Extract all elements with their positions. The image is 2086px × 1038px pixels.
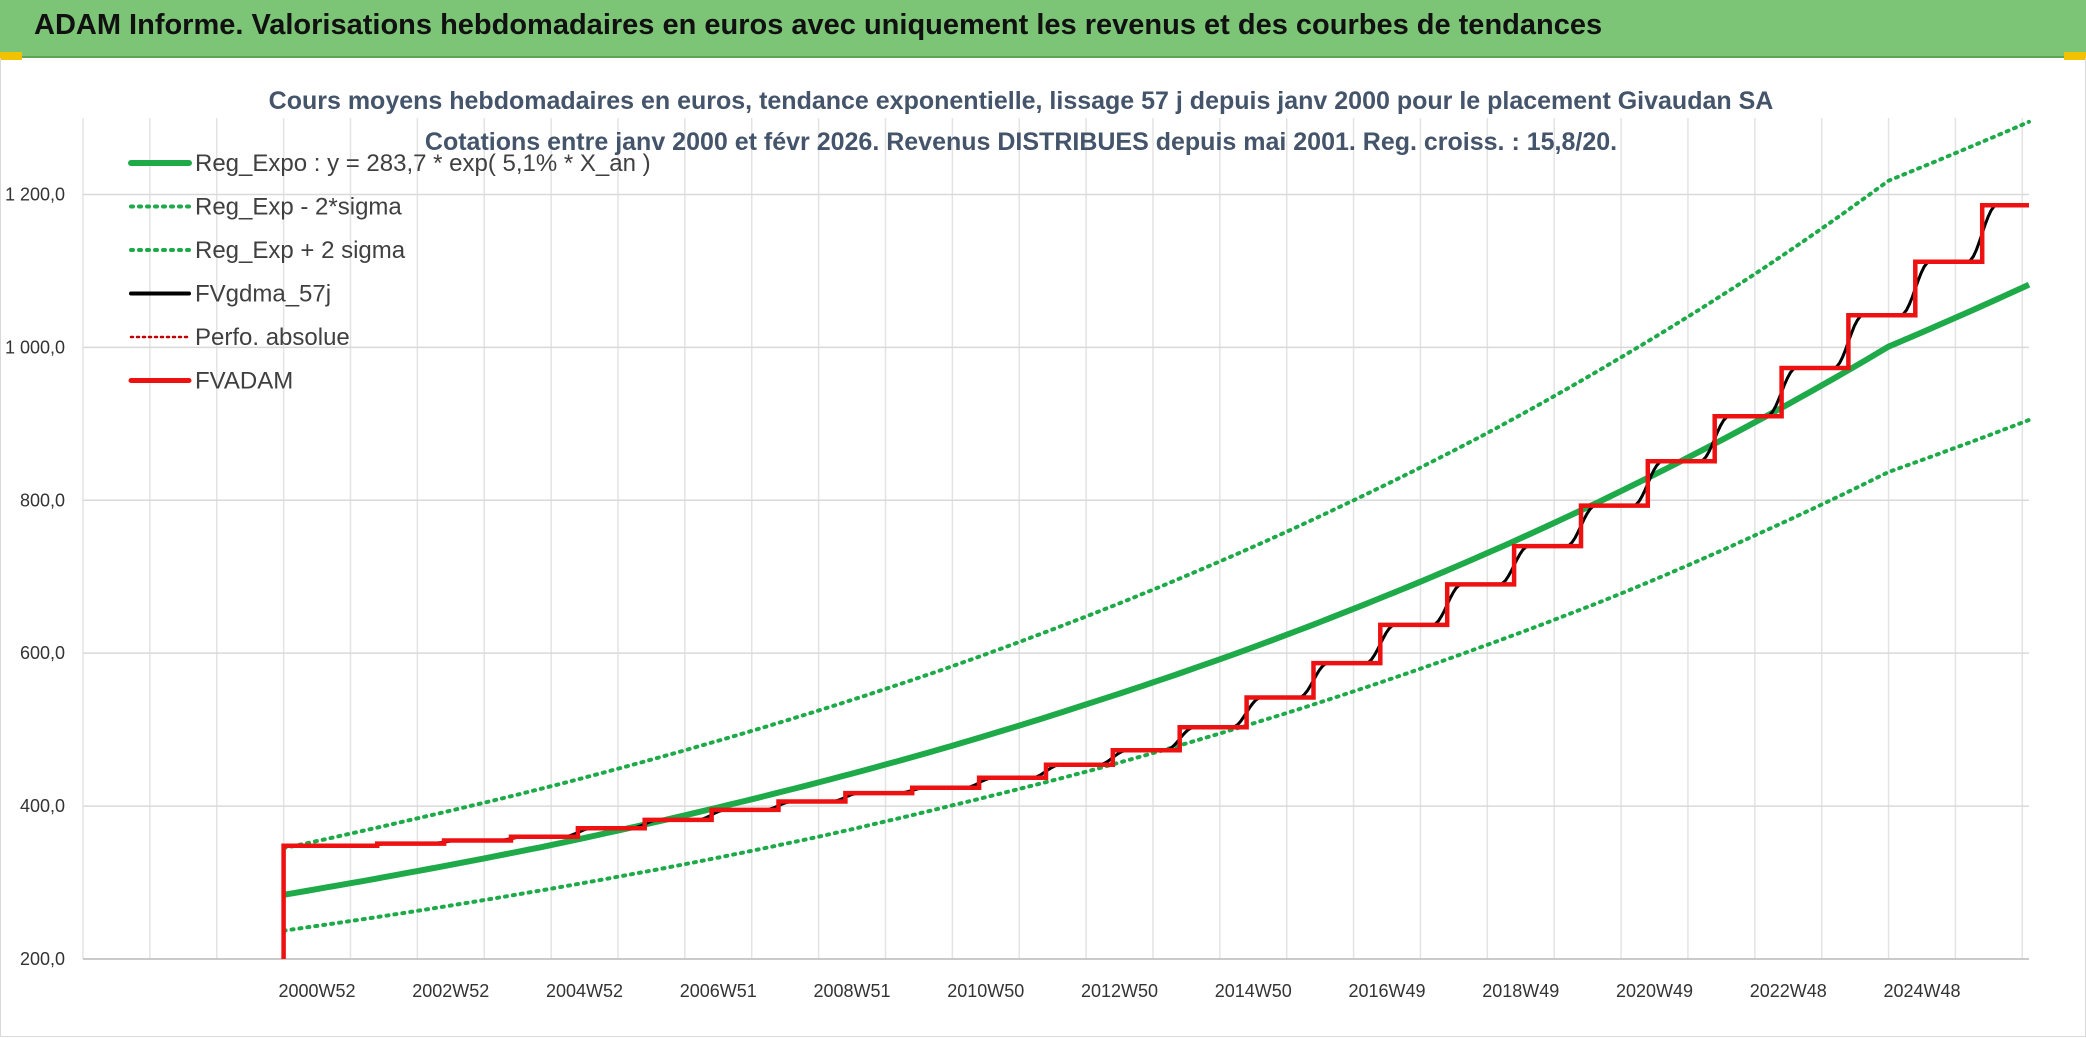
y-tick-label: 1 200,0 [5, 184, 65, 204]
corner-marker-left [0, 52, 22, 60]
legend-label-perfo: Perfo. absolue [195, 324, 350, 351]
y-tick-label: 400,0 [20, 796, 65, 816]
x-tick-label: 2002W52 [412, 981, 489, 1001]
grid [82, 118, 2029, 960]
x-tick-label: 2000W52 [279, 981, 356, 1001]
x-tick-label: 2010W50 [947, 981, 1024, 1001]
chart-svg: Cours moyens hebdomadaires en euros, ten… [5, 87, 2031, 1001]
x-tick-label: 2008W51 [814, 981, 891, 1001]
chart-title-line1: Cours moyens hebdomadaires en euros, ten… [269, 87, 1774, 115]
x-tick-label: 2014W50 [1215, 981, 1292, 1001]
series [281, 119, 2031, 959]
legend: Reg_Expo : y = 283,7 * exp( 5,1% * X_an … [128, 150, 651, 395]
legend-label-reg_minus: Reg_Exp - 2*sigma [195, 194, 402, 221]
y-tick-label: 800,0 [20, 490, 65, 510]
x-tick-label: 2018W49 [1482, 981, 1559, 1001]
series-reg_plus [281, 119, 2031, 851]
x-tick-label: 2016W49 [1348, 981, 1425, 1001]
x-tick-label: 2020W49 [1616, 981, 1693, 1001]
x-tick-label: 2024W48 [1883, 981, 1960, 1001]
x-tick-label: 2022W48 [1750, 981, 1827, 1001]
y-tick-label: 200,0 [20, 949, 65, 969]
x-tick-label: 2012W50 [1081, 981, 1158, 1001]
series-fvadam [281, 202, 2029, 959]
y-axis: 200,0 400,0 600,0 800,0 1 000,0 1 200,0 [5, 184, 65, 969]
chart-title-line2: Cotations entre janv 2000 et févr 2026. … [425, 128, 1617, 156]
legend-label-fvadam: FVADAM [195, 368, 293, 395]
corner-marker-right [2064, 52, 2086, 60]
chart-area: Cours moyens hebdomadaires en euros, ten… [0, 58, 2086, 1037]
x-tick-label: 2004W52 [546, 981, 623, 1001]
header-banner: ADAM Informe. Valorisations hebdomadaire… [0, 0, 2086, 58]
legend-label-reg_expo: Reg_Expo : y = 283,7 * exp( 5,1% * X_an … [195, 150, 651, 177]
legend-label-fvgdma: FVgdma_57j [195, 281, 331, 308]
x-axis: 2000W52 2002W52 2004W52 2006W51 2008W51 2010W… [279, 981, 1961, 1001]
y-tick-label: 1 000,0 [5, 337, 65, 357]
series-reg_minus [281, 418, 2031, 933]
page-title: ADAM Informe. Valorisations hebdomadaire… [34, 9, 1603, 41]
legend-label-reg_plus: Reg_Exp + 2 sigma [195, 237, 406, 264]
series-reg-expo [283, 281, 2031, 898]
y-tick-label: 600,0 [20, 643, 65, 663]
x-tick-label: 2006W51 [680, 981, 757, 1001]
